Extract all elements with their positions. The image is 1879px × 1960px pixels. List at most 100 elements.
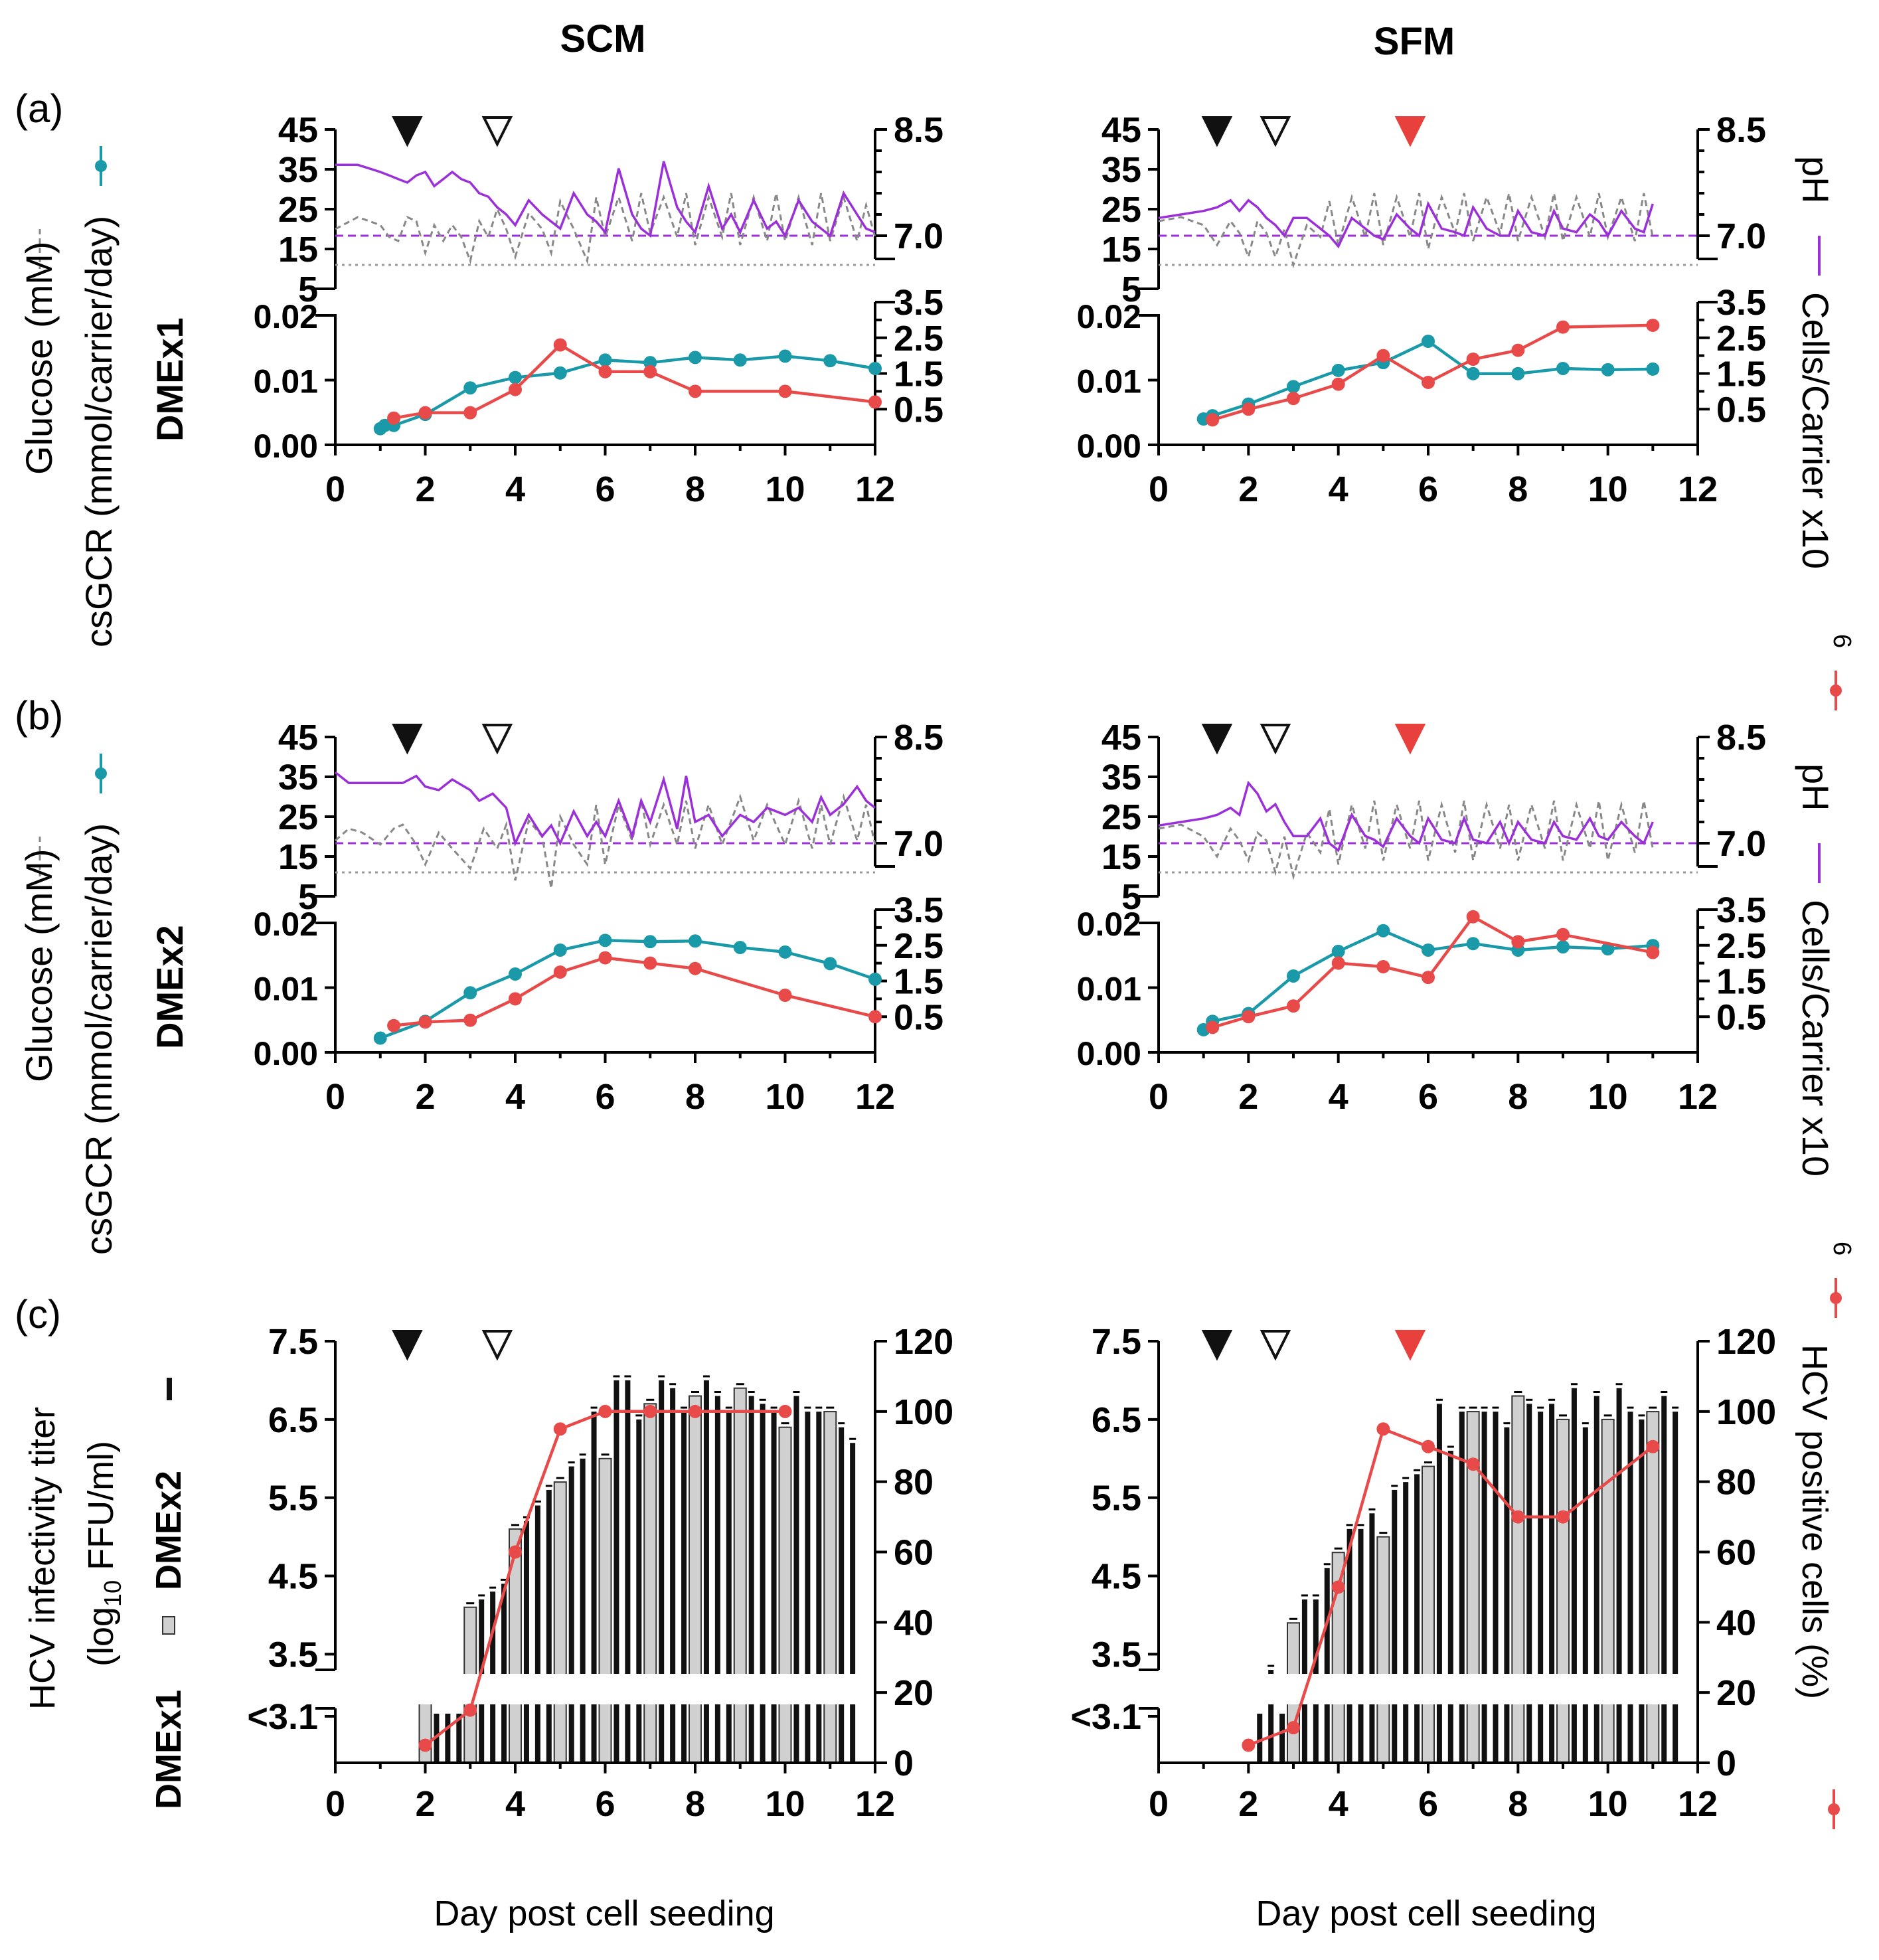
positive-cells-point [1242,1738,1256,1752]
titer-bar-dmex2 [670,1388,676,1763]
y-tick-label-glucose: 5 [1121,877,1141,917]
titer-bar-dmex2 [850,1443,856,1763]
day-marker-filled-black [392,724,423,755]
csgcr-point [553,943,567,957]
day-marker-filled-black [1201,724,1233,755]
y-tick-label-percent: 0 [894,1744,914,1783]
titer-bar-dmex2 [1549,1404,1555,1763]
y-tick-label-cells: 2.5 [1716,319,1766,359]
day-marker-filled-black [1201,116,1233,147]
titer-bar-dmex2 [546,1489,552,1763]
titer-bar-dmex2 [816,1412,822,1763]
left-titles-c: HCV infectivity titer (log10 FFU/ml) DMEx1… [23,1378,189,1809]
positive-cells-point [1422,1439,1435,1453]
titer-bar-dmex2 [1538,1412,1544,1763]
titer-bar-dmex2 [1627,1412,1633,1763]
cells-point [598,951,612,965]
titer-bar-dmex2 [568,1466,574,1763]
y-tick-label-ph: 7.0 [1716,216,1766,256]
y-tick-label-glucose: 15 [1102,837,1141,877]
x-tick-label: 10 [1588,1784,1628,1824]
column-title-scm: SCM [560,17,646,60]
titer-bar-dmex2 [591,1412,597,1763]
positive-cells-point [463,1703,477,1717]
titer-bar-dmex2 [771,1412,777,1763]
right-titles-a: pH Cells/Carrier x10 6 [1795,156,1856,710]
titer-bar-dmex2 [1593,1396,1599,1763]
titer-bar-dmex2 [625,1380,631,1763]
csgcr-point [1331,363,1345,377]
titer-bar-dmex2 [1324,1568,1330,1763]
y-tick-label-percent: 20 [894,1673,934,1713]
cells-point [509,992,522,1006]
y-tick-label-csgcr: 0.00 [254,1035,318,1072]
x-tick-label: 6 [595,469,615,509]
y-tick-label-csgcr: 0.02 [254,906,318,943]
ph-series-line [1158,780,1654,853]
titer-bar-dmex2 [760,1404,766,1763]
y-title-cells-exponent: 6 [1828,1242,1856,1256]
titer-bar-dmex2 [1347,1528,1352,1763]
csgcr-point [1466,367,1480,380]
y-tick-label-percent: 40 [894,1603,934,1643]
chart-c-sfm: 7.5 6.5 5.5 4.5 3.5 <3.1 120 100 80 60 40 20 0 0 2 4 6 8 1… [1070,1322,1776,1824]
titer-bar-dmex1 [778,1426,792,1763]
positive-cells-point [1556,1510,1570,1524]
y-tick-label-csgcr: 0.00 [1077,1035,1141,1072]
x-tick-label: 0 [325,469,345,509]
y-tick-label-cells: 2.5 [894,926,943,966]
positive-cells-point [643,1404,657,1418]
positive-cells-point [689,1404,702,1418]
positive-cells-point [1511,1510,1525,1524]
csgcr-point [463,381,477,395]
titer-bar-dmex2 [1526,1404,1532,1763]
csgcr-point [643,935,657,949]
titer-bar-dmex1 [553,1481,567,1763]
titer-bar-dmex2 [681,1412,687,1763]
csgcr-point [823,957,837,971]
titer-bar-dmex2 [839,1427,845,1763]
titer-bar-dmex2 [1481,1412,1487,1763]
titer-bar-dmex2 [1436,1404,1442,1763]
cells-point [868,1010,882,1024]
titer-bar-dmex2 [748,1396,754,1763]
csgcr-point [778,349,792,363]
y-tick-label-cells: 3.5 [894,283,943,323]
left-titles-b: Glucose (mM) csGCR (mmol/carrier/day) DMEx… [18,754,191,1255]
y-tick-label-percent: 60 [1716,1533,1756,1573]
titer-bar-dmex1 [1646,1411,1660,1764]
positive-cells-point [1466,1457,1480,1471]
y-tick-label-glucose: 35 [1102,758,1141,797]
positive-cells-point [418,1738,432,1752]
glucose-series-line [335,793,876,889]
x-tick-label: 2 [415,1077,435,1117]
titer-bar-dmex2 [636,1419,642,1763]
ph-series-line [335,161,876,238]
csgcr-legend-dot [95,160,107,172]
titer-bar-dmex2 [1673,1412,1678,1763]
y-tick-label-cells: 0.5 [894,997,943,1037]
ph-series-line [1158,199,1654,249]
csgcr-point [1422,943,1435,957]
glucose-series-line [1158,800,1654,880]
ph-series-line [334,771,876,847]
positive-cells-line [424,1410,785,1747]
x-tick-label: 12 [1678,1077,1718,1117]
legend-dmex1: DMEx1 [149,1690,189,1809]
y-tick-label-cells: 0.5 [894,390,943,430]
y-tick-label-titer: 5.5 [268,1479,318,1518]
row-label: DMEx2 [149,925,191,1049]
y-tick-label-cells: 0.5 [1716,390,1766,430]
right-titles-c: HCV positive cells (%) [1795,1345,1840,1829]
y-tick-label-glucose: 15 [1102,230,1141,270]
y-tick-label-percent: 20 [1716,1673,1756,1713]
right-titles-b: pH Cells/Carrier x10 6 [1795,764,1856,1318]
x-tick-label: 6 [1418,1784,1438,1824]
x-tick-label: 10 [765,1077,805,1117]
csgcr-point [598,934,612,947]
x-tick-label: 8 [1508,1077,1528,1117]
cells-point [1376,960,1390,973]
cells-series-line [393,343,876,420]
cells-point [1466,353,1480,366]
y-tick-label-csgcr: 0.02 [1077,906,1141,943]
